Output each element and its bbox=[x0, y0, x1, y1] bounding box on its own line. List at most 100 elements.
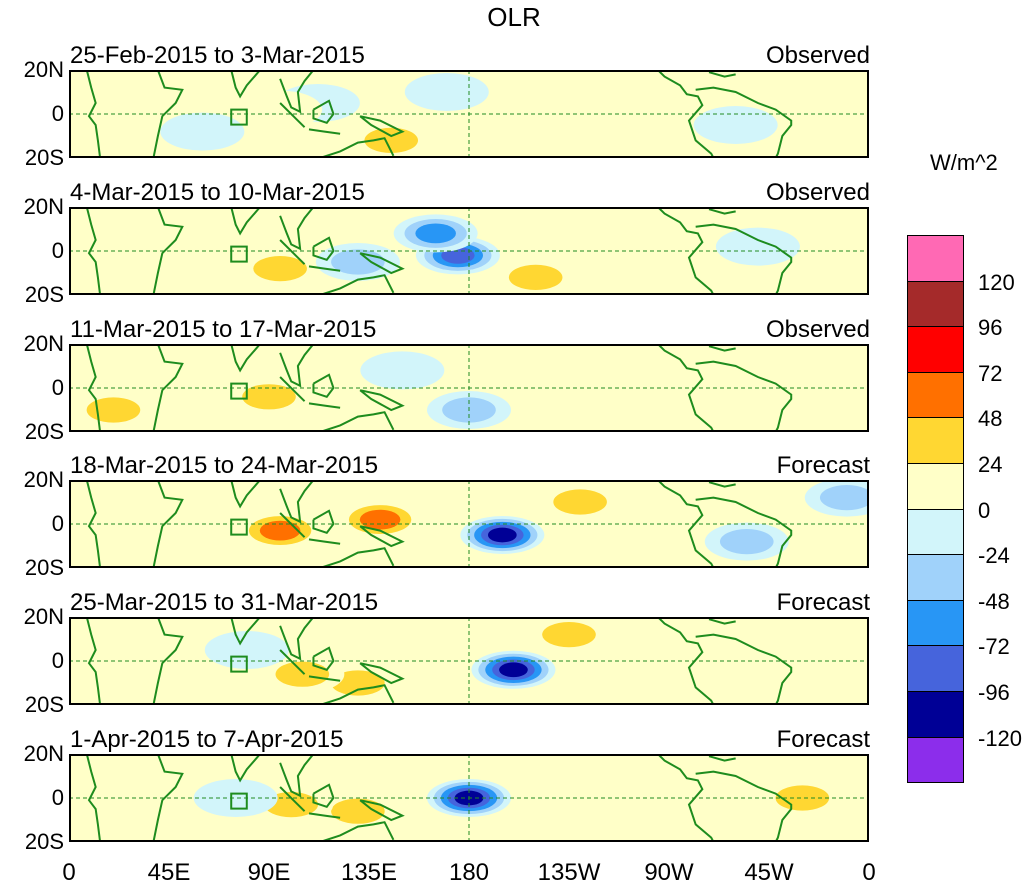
lat-label-equator: 0 bbox=[51, 511, 64, 536]
anomaly-contour bbox=[253, 256, 307, 282]
map-panel: 25-Mar-2015 to 31-Mar-2015 Forecast 20N 0 20… bbox=[0, 589, 1028, 727]
colorbar-swatch bbox=[907, 554, 964, 601]
lat-label-north: 20N bbox=[23, 604, 64, 629]
coastline bbox=[319, 411, 395, 432]
colorbar-swatch bbox=[907, 508, 964, 556]
olr-map bbox=[69, 754, 869, 842]
anomaly-contour bbox=[238, 90, 323, 129]
lat-label-equator: 0 bbox=[51, 375, 64, 400]
anomaly-contour bbox=[819, 485, 869, 511]
anomaly-contour bbox=[86, 397, 141, 423]
map-panel: 11-Mar-2015 to 17-Mar-2015 Observed 20N 0 20… bbox=[0, 316, 1028, 454]
coastline bbox=[657, 70, 715, 158]
colorbar-swatch bbox=[907, 463, 964, 510]
colorbar-label: 120 bbox=[978, 269, 1015, 295]
colorbar-swatch bbox=[907, 645, 964, 692]
anomaly-contour bbox=[360, 351, 445, 390]
coastline bbox=[319, 547, 395, 568]
coastline bbox=[359, 252, 405, 275]
colorbar-label: -120 bbox=[978, 725, 1023, 751]
coastline bbox=[279, 649, 306, 675]
coastline bbox=[319, 274, 395, 295]
coastline bbox=[308, 128, 341, 135]
coastline bbox=[152, 754, 184, 842]
lat-label-south: 20S bbox=[24, 282, 64, 307]
coastline bbox=[279, 102, 306, 128]
coastline bbox=[230, 754, 261, 783]
coastline bbox=[230, 344, 261, 373]
coastline bbox=[359, 389, 405, 412]
coastline bbox=[308, 812, 341, 819]
anomaly-contour bbox=[364, 127, 419, 153]
coastline bbox=[657, 207, 715, 295]
colorbar-label: -96 bbox=[978, 680, 1010, 705]
olr-map bbox=[69, 480, 869, 568]
coastline bbox=[279, 344, 315, 388]
lat-label-equator: 0 bbox=[51, 238, 64, 263]
coastline bbox=[359, 799, 405, 822]
coastline bbox=[312, 783, 335, 808]
coastline bbox=[308, 675, 341, 682]
colorbar-swatch bbox=[907, 326, 964, 373]
coastline bbox=[319, 821, 395, 842]
coastline bbox=[279, 480, 315, 524]
coastline bbox=[312, 236, 335, 261]
anomaly-contour bbox=[508, 264, 563, 290]
map-panel: 1-Apr-2015 to 7-Apr-2015 Forecast 20N 0 20S bbox=[0, 726, 1028, 864]
panel-date-range: 18-Mar-2015 to 24-Mar-2015 bbox=[70, 452, 379, 479]
coastline bbox=[279, 70, 315, 114]
region-box bbox=[230, 245, 248, 263]
coastline bbox=[230, 617, 261, 646]
map-frame bbox=[69, 754, 869, 842]
coastline bbox=[152, 617, 184, 705]
coastline bbox=[308, 265, 341, 272]
map-frame bbox=[69, 617, 869, 705]
panel-date-range: 4-Mar-2015 to 10-Mar-2015 bbox=[70, 179, 365, 206]
anomaly-contour bbox=[204, 631, 289, 669]
coastline bbox=[359, 662, 405, 685]
coastline bbox=[695, 770, 793, 842]
coastline bbox=[312, 373, 335, 398]
coastline bbox=[279, 617, 315, 661]
anomaly-contour bbox=[538, 373, 623, 412]
colorbar-label: 24 bbox=[978, 452, 1003, 477]
coastline bbox=[359, 115, 405, 138]
coastline bbox=[85, 344, 102, 432]
coastline bbox=[279, 376, 306, 402]
colorbar-swatch bbox=[907, 280, 964, 328]
coastline bbox=[657, 617, 715, 705]
lon-tick-label: 90W bbox=[644, 859, 694, 886]
coastline bbox=[279, 786, 306, 812]
coastline bbox=[308, 402, 341, 409]
lon-tick-label: 135W bbox=[537, 859, 601, 886]
lat-label-south: 20S bbox=[24, 829, 64, 854]
colorbar-swatch bbox=[907, 371, 964, 419]
coastline bbox=[230, 70, 261, 99]
colorbar-swatch bbox=[907, 599, 964, 647]
panel-date-range: 25-Mar-2015 to 31-Mar-2015 bbox=[70, 589, 379, 616]
coastline bbox=[708, 71, 736, 78]
coastline bbox=[359, 525, 405, 548]
anomaly-contour bbox=[275, 661, 330, 687]
lat-label-north: 20N bbox=[23, 331, 64, 356]
anomaly-contour bbox=[242, 384, 296, 410]
coastline bbox=[85, 480, 102, 568]
region-box bbox=[230, 382, 248, 400]
panel-status: Forecast bbox=[776, 726, 870, 753]
anomaly-contour bbox=[487, 527, 517, 543]
map-frame bbox=[69, 70, 869, 158]
colorbar-label: 0 bbox=[978, 497, 991, 523]
anomaly-contour bbox=[404, 73, 489, 111]
coastline bbox=[152, 70, 184, 158]
coastline bbox=[695, 223, 793, 295]
panel-status: Observed bbox=[765, 316, 870, 343]
anomaly-contour bbox=[719, 529, 774, 555]
colorbar-label: -72 bbox=[978, 634, 1010, 660]
panel-status: Observed bbox=[765, 179, 870, 206]
coastline bbox=[152, 344, 184, 432]
coastline bbox=[279, 239, 306, 265]
coastline bbox=[319, 137, 395, 158]
lat-label-north: 20N bbox=[23, 57, 64, 82]
colorbar-swatch bbox=[907, 691, 964, 738]
colorbar-label: -48 bbox=[978, 588, 1010, 614]
